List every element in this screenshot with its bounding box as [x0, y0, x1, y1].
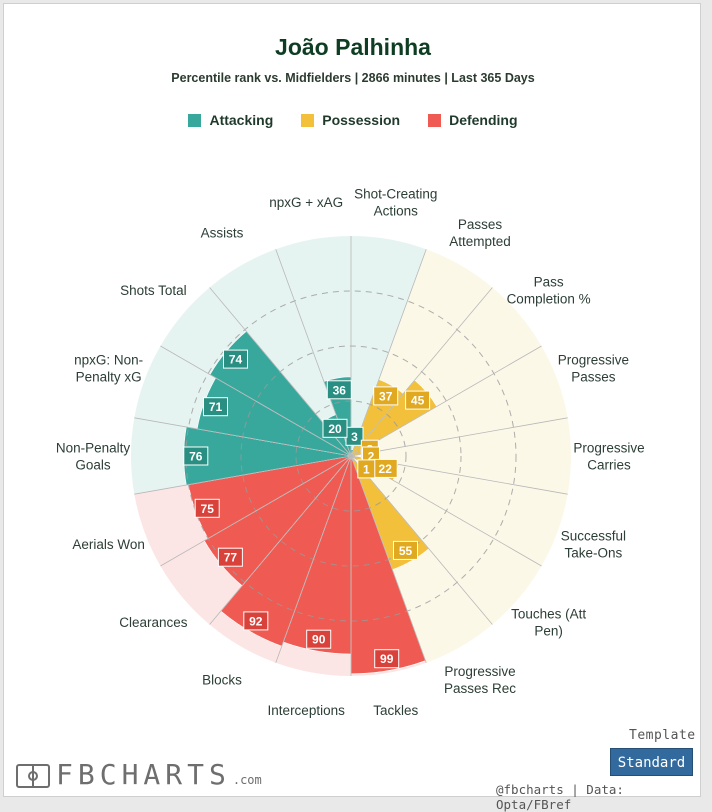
category-label: Passes Attempted [449, 217, 511, 249]
value-label: 90 [312, 633, 326, 647]
grid-spoke [275, 455, 352, 663]
chart-subtitle: Percentile rank vs. Midfielders | 2866 m… [171, 71, 535, 85]
value-box [357, 459, 376, 479]
fbcharts-logo: FBCHARTS .com [16, 760, 262, 790]
category-label: Interceptions [268, 703, 346, 718]
category-label: Non-Penalty Goals [56, 441, 131, 473]
value-label: 75 [201, 502, 215, 516]
category-label: Blocks [202, 672, 242, 687]
value-label: 55 [399, 544, 413, 558]
category-label: Shot-Creating Actions [354, 186, 437, 218]
grid-spoke [350, 455, 427, 663]
value-box [243, 611, 269, 631]
category-label: Successful Take-Ons [561, 529, 626, 561]
legend-swatch-possession [301, 113, 315, 127]
grid-spoke [160, 455, 352, 567]
value-label: 2 [368, 450, 375, 464]
value-box [183, 446, 209, 466]
background-sector [209, 249, 351, 456]
value-label: 36 [333, 383, 347, 397]
value-label: 22 [379, 462, 393, 476]
legend-item-attacking: Attacking [188, 112, 273, 128]
legend-label-attacking: Attacking [209, 112, 274, 128]
legend-item-defending: Defending [428, 112, 518, 128]
category-label: npxG + xAG [269, 195, 343, 210]
background-sector [351, 456, 568, 566]
value-label: 3 [351, 430, 358, 444]
template-standard-button[interactable]: Standard [610, 748, 693, 776]
background-sector [351, 346, 568, 456]
grid-spoke [134, 417, 352, 457]
value-box [306, 629, 332, 649]
legend-swatch-defending [428, 113, 442, 127]
grid-spoke [209, 455, 352, 625]
category-label: Aerials Won [72, 537, 145, 552]
category-label: Progressive Passes Rec [444, 664, 516, 696]
value-box [217, 547, 243, 567]
grid-spoke [350, 287, 493, 457]
grid-spoke [350, 345, 542, 457]
value-box [223, 349, 248, 369]
category-label: npxG: Non-Penalty xG [74, 352, 143, 384]
category-label: Clearances [119, 615, 188, 630]
legend-label-defending: Defending [449, 112, 518, 128]
value-label: 77 [224, 551, 238, 565]
brand-name: FBCHARTS [56, 758, 231, 791]
category-label: Progressive Passes [558, 352, 629, 384]
template-label: Template [629, 728, 696, 743]
category-label: Progressive Carries [573, 441, 644, 473]
value-label: 92 [249, 614, 263, 628]
value-box [393, 540, 418, 560]
category-label: Tackles [373, 703, 418, 718]
pitch-icon [16, 764, 50, 788]
category-label: Assists [201, 226, 244, 241]
value-label: 37 [379, 389, 393, 403]
grid-spoke [350, 455, 493, 625]
grid-spoke [134, 455, 352, 495]
value-label: 1 [363, 462, 370, 476]
grid-spoke [160, 345, 352, 457]
background-sector [351, 236, 427, 456]
value-box [194, 498, 220, 518]
chart-title: João Palhinha [275, 34, 431, 60]
legend-label-possession: Possession [322, 112, 401, 128]
value-label: 74 [229, 353, 243, 367]
radar-chart: 33745822215599909277757671742036Shot-Cre… [56, 186, 645, 718]
legend: Attacking Possession Defending [4, 112, 702, 128]
value-label: 71 [209, 400, 223, 414]
grid-spoke [350, 249, 427, 457]
legend-item-possession: Possession [301, 112, 400, 128]
value-label: 76 [189, 450, 203, 464]
value-label: 45 [411, 394, 425, 408]
value-box [322, 418, 348, 438]
chart-card: João Palhinha Percentile rank vs. Midfie… [3, 3, 702, 812]
value-box [405, 390, 431, 410]
brand-suffix: .com [232, 773, 262, 787]
value-label: 99 [380, 652, 394, 666]
category-label: Pass Completion % [507, 275, 591, 307]
grid-spoke [350, 417, 568, 457]
value-box [373, 386, 399, 406]
category-label: Touches (Att Pen) [511, 606, 586, 638]
background-sector [351, 456, 542, 625]
value-box [326, 380, 352, 400]
value-box [374, 649, 400, 669]
legend-swatch-attacking [188, 113, 202, 127]
value-box [203, 397, 228, 417]
value-label: 20 [328, 422, 342, 436]
category-label: Shots Total [120, 283, 187, 298]
data-credit: @fbcharts | Data: Opta/FBref [496, 782, 624, 812]
